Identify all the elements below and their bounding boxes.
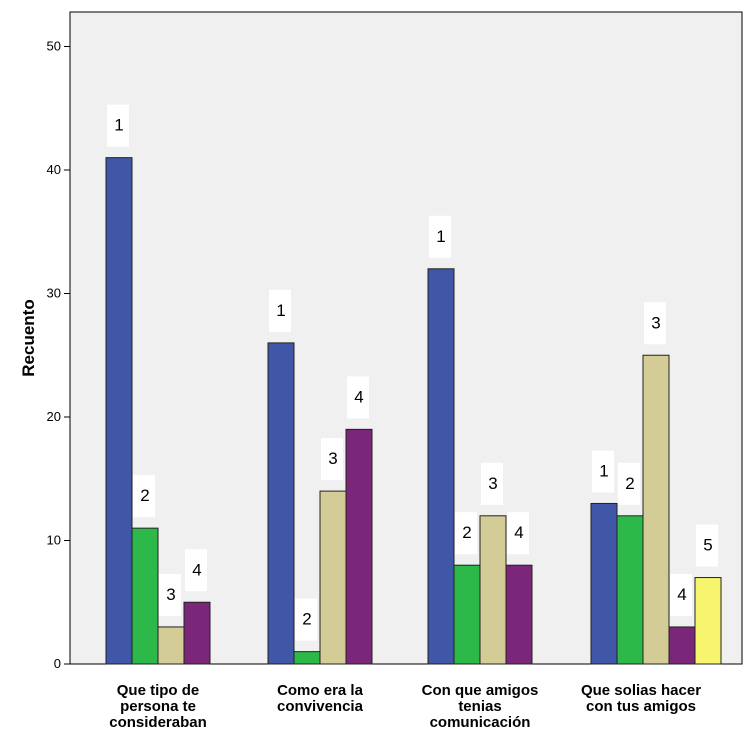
data-label-box <box>481 462 503 505</box>
data-label: 4 <box>354 387 363 406</box>
y-tick-label: 0 <box>54 656 61 671</box>
data-label: 4 <box>677 585 686 604</box>
y-tick-label: 10 <box>47 533 61 548</box>
data-label-box <box>107 104 129 147</box>
data-label-box <box>592 450 614 493</box>
category-label: tenias <box>458 698 501 715</box>
bar <box>590 502 618 665</box>
data-label-box <box>507 512 529 555</box>
y-axis-label: Recuento <box>19 299 38 376</box>
data-label-box <box>159 573 181 616</box>
bar <box>293 651 321 665</box>
y-tick-label: 30 <box>47 286 61 301</box>
bar <box>345 428 373 665</box>
data-label: 3 <box>488 474 497 493</box>
data-label: 2 <box>140 486 149 505</box>
bar <box>319 490 347 665</box>
data-label: 4 <box>514 523 523 542</box>
category-label: Que tipo de <box>117 682 200 699</box>
data-label-box <box>429 215 451 258</box>
data-label: 4 <box>192 560 201 579</box>
bar <box>505 564 533 665</box>
data-label-box <box>670 573 692 616</box>
data-label-box <box>455 512 477 555</box>
data-label-box <box>185 549 207 592</box>
data-label-box <box>269 289 291 332</box>
bar <box>183 601 211 665</box>
data-label: 3 <box>166 585 175 604</box>
bar <box>131 527 159 665</box>
bar <box>157 626 185 665</box>
bar <box>427 268 455 665</box>
bars <box>105 157 722 665</box>
data-label: 1 <box>599 461 608 480</box>
data-label-box <box>133 475 155 518</box>
category-label: Con que amigos <box>422 682 539 699</box>
bar <box>267 342 295 665</box>
bar <box>105 157 133 665</box>
data-label: 1 <box>436 227 445 246</box>
category-label: consideraban <box>109 714 207 731</box>
bar <box>694 577 722 665</box>
y-tick-label: 50 <box>47 39 61 54</box>
bar <box>616 515 644 665</box>
data-label: 1 <box>276 301 285 320</box>
data-label: 2 <box>462 523 471 542</box>
category-label: persona te <box>120 698 196 715</box>
data-label: 2 <box>625 474 634 493</box>
bar <box>479 515 507 665</box>
data-label-box <box>347 376 369 419</box>
y-tick-label: 40 <box>47 162 61 177</box>
data-label: 3 <box>328 449 337 468</box>
category-label: convivencia <box>277 698 364 715</box>
data-label: 3 <box>651 313 660 332</box>
category-label: con tus amigos <box>586 698 696 715</box>
category-label: Que solias hacer <box>581 682 701 699</box>
data-label-box <box>618 462 640 505</box>
data-label: 5 <box>703 536 712 555</box>
bar <box>642 354 670 665</box>
category-label: comunicación <box>430 714 531 731</box>
data-label-box <box>321 438 343 481</box>
y-tick-label: 20 <box>47 409 61 424</box>
y-axis: 0 10 20 30 40 50 <box>47 39 70 671</box>
category-label: Como era la <box>277 682 364 699</box>
data-label: 2 <box>302 610 311 629</box>
data-label-box <box>295 598 317 641</box>
data-label-box <box>696 524 718 567</box>
data-label: 1 <box>114 116 123 135</box>
data-label-box <box>644 302 666 345</box>
bar <box>453 564 481 665</box>
bar <box>668 626 696 665</box>
